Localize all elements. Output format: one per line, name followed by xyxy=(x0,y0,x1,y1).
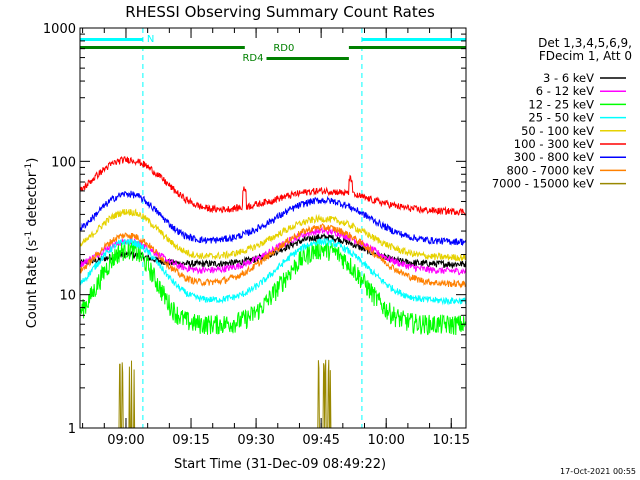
x-tick-label: 10:00 xyxy=(367,433,404,448)
series-line xyxy=(80,359,466,429)
y-axis-label-main: Count Rate (s xyxy=(25,240,40,329)
y-tick-label: 1000 xyxy=(43,22,76,37)
night-label: N xyxy=(147,34,154,45)
y-axis-label-sup1: -1 xyxy=(24,231,34,240)
series-line xyxy=(79,208,466,262)
legend-label: 800 - 7000 keV xyxy=(506,163,594,177)
detector-info-line-2: FDecim 1, Att 0 xyxy=(539,49,632,63)
legend-label: 6 - 12 keV xyxy=(536,84,594,98)
footer-date: 17-Oct-2021 00:55 xyxy=(560,467,636,476)
night-bar xyxy=(80,38,143,41)
x-tick-label: 10:15 xyxy=(433,433,470,448)
series-line xyxy=(79,223,467,289)
rd0-bar xyxy=(80,46,245,49)
y-tick-label: 10 xyxy=(59,289,76,304)
legend-label: 100 - 300 keV xyxy=(514,137,594,151)
legend-label: 300 - 800 keV xyxy=(514,150,594,164)
detector-info-line-1: Det 1,3,4,5,6,9, xyxy=(538,36,632,50)
axis-ticks: 1 10 100 1000 09:00 09:15 09:30 09:45 10:00 10:15 xyxy=(43,22,470,448)
y-tick-label: 100 xyxy=(51,155,76,170)
series-line xyxy=(79,237,467,306)
y-axis-label: Count Rate (s-1 detector-1) xyxy=(24,158,40,329)
series-line xyxy=(79,226,467,276)
y-tick-label: 1 xyxy=(68,422,76,437)
rd0-bar xyxy=(348,46,466,49)
x-tick-label: 09:15 xyxy=(172,433,209,448)
x-tick-label: 09:30 xyxy=(237,433,274,448)
plot-frame xyxy=(79,27,467,429)
legend-label: 3 - 6 keV xyxy=(543,71,594,85)
annotation-layer: N RD0 RD4 xyxy=(80,28,466,428)
legend-label: 50 - 100 keV xyxy=(521,124,594,138)
y-axis-label-sup2: -1 xyxy=(24,163,34,172)
series-line xyxy=(79,156,467,217)
y-axis-label-mid: detector xyxy=(25,171,40,231)
chart-title: RHESSI Observing Summary Count Rates xyxy=(125,3,435,21)
x-axis-label: Start Time (31-Dec-09 08:49:22) xyxy=(174,457,386,472)
rd4-label: RD4 xyxy=(242,53,263,64)
series-layer xyxy=(79,156,467,429)
rd0-label: RD0 xyxy=(273,43,294,54)
y-axis-label-end: ) xyxy=(25,158,40,163)
legend-label: 25 - 50 keV xyxy=(528,111,594,125)
x-tick-label: 09:00 xyxy=(107,433,144,448)
night-bar xyxy=(361,38,466,41)
legend-label: 12 - 25 keV xyxy=(528,97,594,111)
x-tick-label: 09:45 xyxy=(302,433,339,448)
rd4-bar xyxy=(266,57,349,60)
legend-label: 7000 - 15000 keV xyxy=(492,177,594,191)
series-line xyxy=(79,240,467,336)
series-line xyxy=(79,190,467,247)
